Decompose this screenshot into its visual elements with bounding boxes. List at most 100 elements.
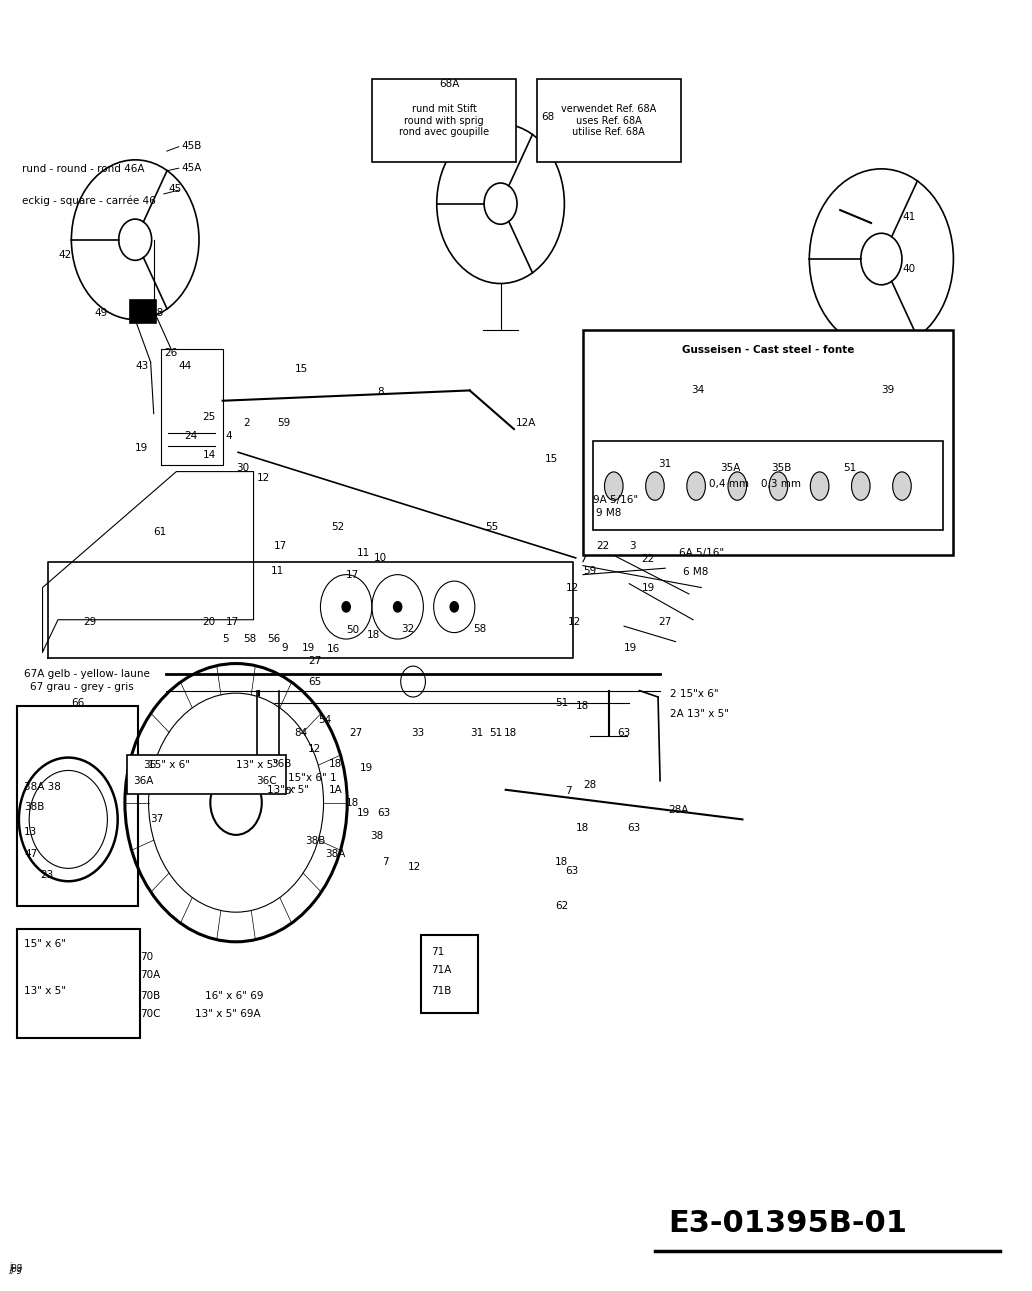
Text: eckig - square - carrée 46: eckig - square - carrée 46 bbox=[22, 196, 156, 207]
Text: 45B: 45B bbox=[182, 141, 202, 151]
Text: 27: 27 bbox=[349, 728, 362, 738]
Text: 33: 33 bbox=[411, 728, 424, 738]
Text: 63: 63 bbox=[377, 808, 390, 818]
Text: 19: 19 bbox=[356, 808, 369, 818]
Text: 36A: 36A bbox=[137, 776, 156, 785]
Ellipse shape bbox=[810, 473, 829, 500]
Text: 71A: 71A bbox=[431, 966, 452, 975]
Text: 51: 51 bbox=[555, 698, 569, 709]
Text: 3: 3 bbox=[630, 541, 636, 551]
Circle shape bbox=[29, 771, 107, 869]
Text: 36: 36 bbox=[143, 760, 157, 771]
Ellipse shape bbox=[851, 473, 870, 500]
Bar bbox=[421, 936, 478, 1012]
Text: 67A gelb - yellow- laune: 67A gelb - yellow- laune bbox=[24, 669, 150, 679]
Text: 70: 70 bbox=[140, 953, 154, 962]
Bar bbox=[130, 301, 156, 324]
Text: 84: 84 bbox=[295, 728, 308, 738]
Bar bbox=[593, 442, 943, 529]
Text: 9 M8: 9 M8 bbox=[596, 507, 621, 518]
Text: 9A 5/16": 9A 5/16" bbox=[593, 494, 639, 505]
Ellipse shape bbox=[646, 473, 665, 500]
Text: 18: 18 bbox=[555, 857, 569, 868]
Text: 70C: 70C bbox=[140, 1010, 161, 1019]
Text: 48: 48 bbox=[151, 309, 164, 318]
Text: 18: 18 bbox=[346, 798, 359, 808]
Circle shape bbox=[149, 693, 324, 913]
Text: 58: 58 bbox=[244, 634, 257, 644]
Text: 18: 18 bbox=[576, 701, 589, 711]
Text: 27: 27 bbox=[309, 656, 321, 666]
Text: 36B: 36B bbox=[257, 760, 278, 769]
Text: 13" x 5": 13" x 5" bbox=[236, 760, 278, 771]
Text: 12A: 12A bbox=[516, 417, 537, 427]
Text: 15"x 6" 1: 15"x 6" 1 bbox=[288, 773, 336, 784]
Text: 71B: 71B bbox=[431, 986, 452, 995]
Text: 38A: 38A bbox=[325, 849, 346, 860]
Text: 13" x 5": 13" x 5" bbox=[259, 786, 295, 795]
Text: 68: 68 bbox=[542, 112, 555, 123]
Text: 0,3 mm: 0,3 mm bbox=[761, 479, 801, 489]
Text: 16" x 6" 69: 16" x 6" 69 bbox=[205, 991, 263, 1001]
Text: 40: 40 bbox=[902, 265, 915, 275]
Text: 28A: 28A bbox=[669, 806, 688, 816]
Text: 14: 14 bbox=[203, 449, 217, 460]
Text: 12: 12 bbox=[309, 744, 321, 754]
Ellipse shape bbox=[769, 473, 787, 500]
Text: 38B: 38B bbox=[24, 802, 44, 812]
Text: 2: 2 bbox=[244, 417, 250, 427]
Text: 6A 5/16": 6A 5/16" bbox=[679, 547, 723, 558]
Text: 18: 18 bbox=[328, 759, 342, 769]
Text: 13" x 5": 13" x 5" bbox=[267, 785, 309, 795]
Text: 62: 62 bbox=[555, 901, 569, 910]
Text: 58: 58 bbox=[473, 624, 486, 634]
Text: 29: 29 bbox=[84, 617, 97, 627]
Text: 39: 39 bbox=[881, 386, 895, 395]
Text: 63: 63 bbox=[627, 824, 641, 834]
Text: 59: 59 bbox=[583, 565, 596, 576]
Text: 28: 28 bbox=[583, 780, 596, 790]
Text: 63: 63 bbox=[566, 866, 579, 875]
Text: 51: 51 bbox=[489, 728, 503, 738]
Text: 23: 23 bbox=[40, 870, 54, 879]
Bar bbox=[537, 79, 681, 163]
Text: 47: 47 bbox=[24, 849, 37, 860]
Text: 15" x 6": 15" x 6" bbox=[148, 760, 190, 771]
Polygon shape bbox=[47, 562, 573, 658]
Text: 17: 17 bbox=[275, 541, 287, 551]
Text: 52: 52 bbox=[330, 522, 344, 532]
Text: 27: 27 bbox=[658, 617, 671, 627]
Text: 17: 17 bbox=[226, 617, 239, 627]
Text: 11: 11 bbox=[271, 565, 284, 576]
Text: 19: 19 bbox=[624, 643, 638, 653]
Text: 42: 42 bbox=[58, 250, 71, 261]
Text: 25: 25 bbox=[202, 413, 216, 422]
Ellipse shape bbox=[687, 473, 706, 500]
Text: 26: 26 bbox=[164, 349, 178, 358]
Bar bbox=[17, 930, 140, 1038]
Bar bbox=[127, 755, 287, 794]
Text: 35B: 35B bbox=[771, 462, 792, 473]
Text: 24: 24 bbox=[185, 430, 198, 440]
Circle shape bbox=[450, 602, 458, 612]
Text: 19: 19 bbox=[135, 443, 149, 453]
Text: 16: 16 bbox=[326, 644, 340, 655]
Text: 0,4 mm: 0,4 mm bbox=[709, 479, 749, 489]
Circle shape bbox=[393, 602, 401, 612]
Text: 51: 51 bbox=[843, 462, 857, 473]
Text: 65: 65 bbox=[309, 676, 321, 687]
Text: 13: 13 bbox=[24, 828, 37, 838]
Text: 50: 50 bbox=[346, 625, 359, 635]
Text: 45: 45 bbox=[168, 185, 182, 195]
Text: 20: 20 bbox=[202, 617, 216, 627]
Text: 38: 38 bbox=[369, 831, 383, 842]
Text: 11: 11 bbox=[356, 547, 369, 558]
Text: jpg: jpg bbox=[9, 1265, 23, 1274]
Text: 12: 12 bbox=[566, 582, 579, 593]
Text: 36C: 36C bbox=[249, 776, 267, 785]
Text: 36: 36 bbox=[137, 760, 151, 769]
Text: 15" x 6": 15" x 6" bbox=[24, 940, 66, 949]
Text: 4: 4 bbox=[226, 430, 232, 440]
Text: 66: 66 bbox=[71, 698, 85, 709]
Text: 9: 9 bbox=[282, 643, 288, 653]
